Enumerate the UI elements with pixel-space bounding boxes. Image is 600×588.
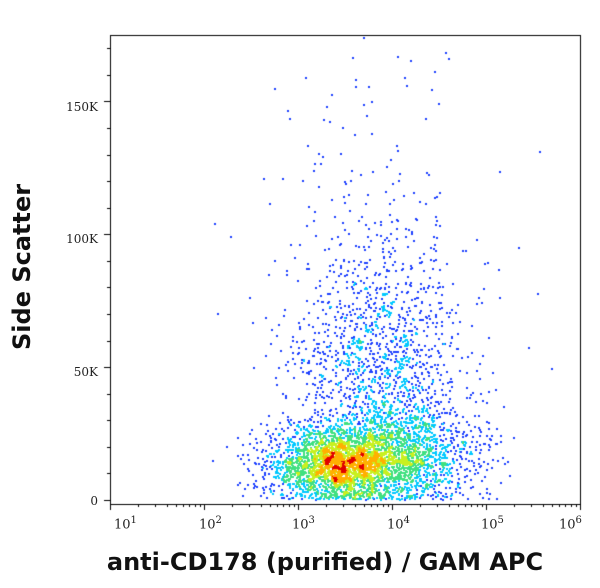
- y-tick-label: 100K: [66, 232, 98, 246]
- y-tick-label: 150K: [66, 100, 98, 114]
- x-tick-label: 106: [559, 515, 582, 533]
- y-tick-label: 0: [90, 494, 98, 508]
- x-tick-label: 102: [199, 515, 222, 533]
- x-tick-label: 101: [114, 515, 137, 533]
- x-tick-label: 104: [387, 515, 410, 533]
- x-axis-label: anti-CD178 (purified) / GAM APC: [106, 548, 544, 576]
- y-axis-label: Side Scatter: [8, 183, 36, 350]
- x-tick-label: 105: [481, 515, 504, 533]
- y-tick-label: 50K: [73, 365, 98, 379]
- x-tick-label: 103: [292, 515, 315, 533]
